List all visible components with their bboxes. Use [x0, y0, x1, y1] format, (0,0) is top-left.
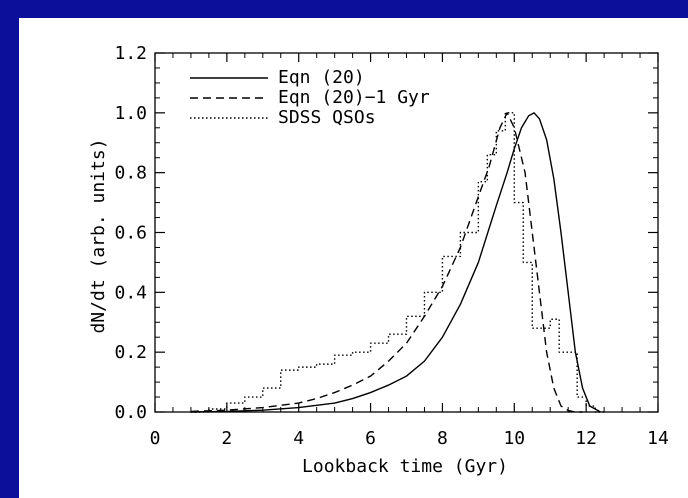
- x-tick-label: 8: [437, 428, 448, 449]
- y-tick-label: 0.2: [114, 342, 147, 363]
- series-line-3: [190, 112, 605, 413]
- y-tick-label: 0.0: [114, 402, 147, 423]
- y-tick-label: 0.6: [114, 223, 147, 244]
- x-tick-label: 10: [503, 428, 525, 449]
- x-tick-label: 4: [293, 428, 304, 449]
- series-line-2: [190, 112, 583, 413]
- top-accent-bar: [0, 0, 688, 18]
- legend-label-3: SDSS QSOs: [278, 107, 376, 128]
- series-group: [190, 112, 605, 413]
- y-tick-label: 1.2: [114, 43, 147, 64]
- x-tick-label: 6: [365, 428, 376, 449]
- left-accent-bar: [0, 0, 19, 498]
- x-tick-label: 12: [575, 428, 597, 449]
- y-tick-label: 0.8: [114, 163, 147, 184]
- y-axis-label: dN/dt (arb. units): [88, 138, 109, 333]
- legend-label-1: Eqn (20): [278, 67, 365, 88]
- y-tick-label: 0.4: [114, 282, 147, 303]
- legend-label-2: Eqn (20)−1 Gyr: [278, 87, 430, 108]
- y-tick-label: 1.0: [114, 103, 147, 124]
- x-axis-label: Lookback time (Gyr): [302, 456, 508, 477]
- x-tick-label: 14: [647, 428, 669, 449]
- x-tick-label: 0: [150, 428, 161, 449]
- series-line-1: [190, 112, 601, 413]
- tick-group: 0 2 4 6 8 10 12 14 0.0 0.2 0.4 0.6 0.8 1.0 1.2: [114, 43, 668, 449]
- x-tick-label: 2: [221, 428, 232, 449]
